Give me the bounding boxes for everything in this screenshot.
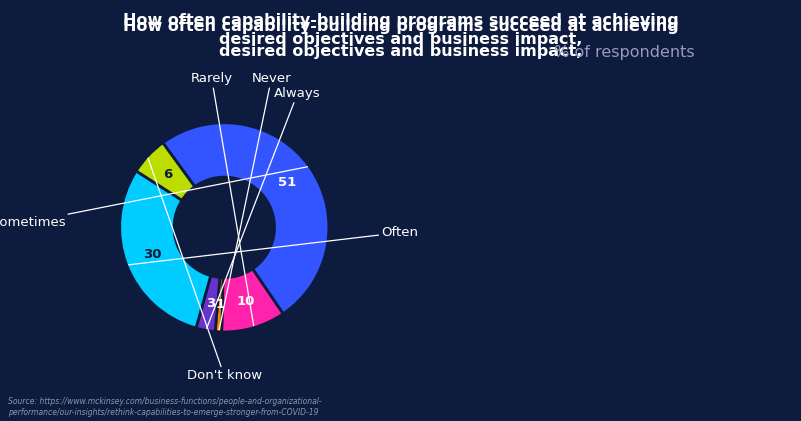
Text: Often: Often <box>129 226 418 265</box>
Text: Never: Never <box>219 72 292 330</box>
Text: % of respondents: % of respondents <box>549 45 694 60</box>
Wedge shape <box>136 143 195 200</box>
Text: Source: https://www.mckinsey.com/business-functions/people-and-organizational-
p: Source: https://www.mckinsey.com/busines… <box>8 397 322 417</box>
Wedge shape <box>119 171 211 328</box>
Text: How often capability-building programs succeed at achieving
desired objectives a: How often capability-building programs s… <box>123 13 678 48</box>
Text: business impact.: business impact. <box>510 326 689 345</box>
Text: 10: 10 <box>237 295 256 308</box>
Wedge shape <box>196 276 220 332</box>
Text: How often capability-building programs succeed at achieving: How often capability-building programs s… <box>123 19 678 34</box>
Text: programs: programs <box>510 274 606 293</box>
Wedge shape <box>222 269 283 332</box>
Text: one-third: one-third <box>568 117 666 136</box>
Text: 51: 51 <box>279 176 296 189</box>
Text: 30: 30 <box>143 248 161 261</box>
Text: of: of <box>683 117 707 136</box>
Text: Rarely: Rarely <box>191 72 254 325</box>
Text: leaders say their: leaders say their <box>504 170 662 189</box>
Text: desired objectives and business impact,: desired objectives and business impact, <box>219 44 582 59</box>
Text: achieve: achieve <box>626 274 707 293</box>
Text: Sometimes: Sometimes <box>0 167 308 229</box>
Text: Don't know: Don't know <box>148 158 262 382</box>
Text: 6: 6 <box>163 168 172 181</box>
Text: 1: 1 <box>215 298 224 311</box>
Text: capability-building: capability-building <box>491 222 663 241</box>
Wedge shape <box>215 277 223 332</box>
Wedge shape <box>163 123 329 314</box>
Text: Always: Always <box>207 87 321 328</box>
Text: 3: 3 <box>206 297 215 310</box>
Text: Only: Only <box>504 117 553 136</box>
